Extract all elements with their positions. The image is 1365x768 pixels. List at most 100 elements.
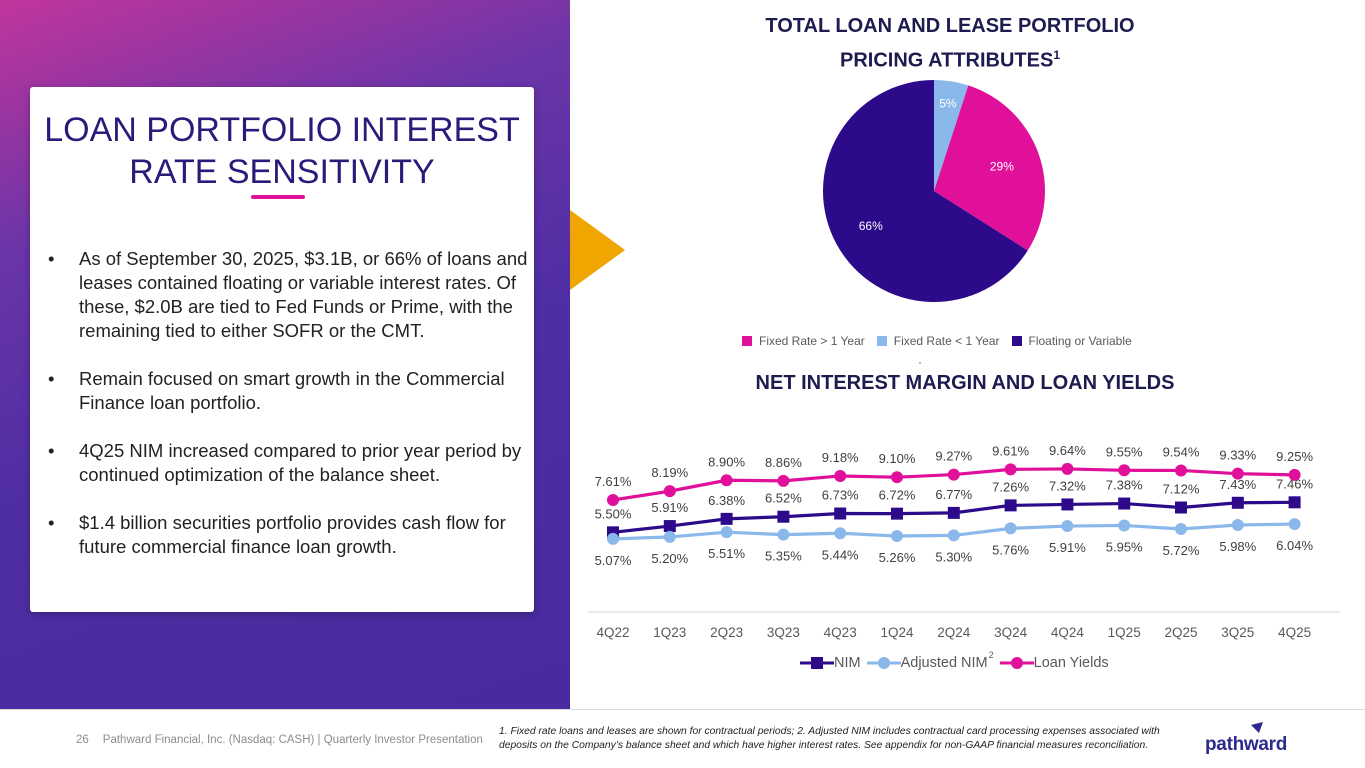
data-point: [1175, 501, 1187, 514]
line-legend-item: NIM: [800, 655, 861, 671]
x-tick-label: 1Q23: [653, 625, 686, 640]
data-point: [1118, 519, 1131, 532]
line-legend: NIM Adjusted NIM 2 Loan Yields: [800, 650, 1115, 671]
data-label: 9.64%: [1049, 443, 1086, 458]
data-point: [834, 469, 847, 482]
data-label: 8.90%: [708, 454, 745, 469]
data-point: [947, 468, 960, 481]
legend-series-icon: [800, 657, 834, 669]
data-point: [891, 530, 903, 543]
footnote: 1. Fixed rate loans and leases are shown…: [499, 726, 1160, 751]
pie-title-line2: PRICING ATTRIBUTES1: [700, 41, 1200, 76]
data-point: [720, 512, 733, 525]
data-label: 5.26%: [879, 550, 916, 565]
x-tick-label: 4Q23: [824, 625, 857, 640]
data-point: [1175, 522, 1187, 535]
pie-legend-item: Fixed Rate > 1 Year: [742, 334, 865, 348]
data-label: 5.76%: [992, 542, 1029, 557]
bullet-item: • As of September 30, 2025, $3.1B, or 66%…: [48, 247, 528, 343]
data-label: 5.50%: [595, 506, 632, 521]
pie-chart-title: TOTAL LOAN AND LEASE PORTFOLIO PRICING A…: [700, 12, 1200, 76]
page-number: 26: [76, 734, 89, 746]
pie-slice: [823, 80, 1028, 302]
data-label: 5.98%: [1219, 539, 1256, 554]
line-legend-item: Adjusted NIM 2: [866, 650, 994, 671]
data-point: [1231, 518, 1244, 531]
data-point: [663, 520, 676, 533]
data-point: [720, 526, 733, 539]
pie-slice-label: 66%: [859, 219, 883, 233]
title-underline: [251, 195, 305, 199]
x-tick-label: 4Q25: [1278, 625, 1311, 640]
data-point: [834, 527, 847, 540]
pie-legend-item: Fixed Rate < 1 Year: [876, 334, 1000, 348]
data-point: [777, 528, 790, 541]
bullet-item: • $1.4 billion securities portfolio provi…: [48, 511, 528, 559]
legend-swatch-icon: [742, 336, 752, 346]
data-label: 7.12%: [1163, 482, 1200, 497]
data-label: 7.38%: [1106, 478, 1143, 493]
legend-series-icon: [866, 657, 901, 669]
data-point: [1061, 520, 1074, 533]
footer-left: 26 Pathward Financial, Inc. (Nasdaq: CASH…: [76, 734, 483, 746]
x-tick-label: 4Q24: [1051, 625, 1085, 640]
data-label: 9.10%: [879, 451, 916, 466]
data-label: 7.26%: [992, 479, 1029, 494]
x-tick-label: 3Q23: [767, 625, 800, 640]
data-label: 9.54%: [1163, 444, 1200, 459]
data-label: 8.19%: [651, 465, 688, 480]
data-label: 5.07%: [595, 553, 632, 568]
data-point: [947, 529, 960, 542]
data-point: [607, 494, 619, 507]
bullet-text: Remain focused on smart growth in the Co…: [79, 368, 505, 413]
data-label: 6.73%: [822, 487, 859, 502]
data-label: 9.33%: [1219, 448, 1256, 463]
bullet-item: • Remain focused on smart growth in the C…: [48, 367, 528, 415]
data-label: 5.95%: [1106, 539, 1143, 554]
data-label: 5.91%: [1049, 540, 1086, 555]
bullet-dot-icon: •: [48, 248, 55, 269]
data-label: 6.04%: [1276, 538, 1313, 553]
pie-slice-label: 29%: [990, 160, 1014, 174]
data-point: [1004, 522, 1017, 535]
data-point: [1118, 464, 1131, 477]
data-label: 9.27%: [935, 449, 972, 464]
data-point: [947, 506, 960, 519]
data-point: [1175, 464, 1187, 477]
data-label: 7.61%: [595, 474, 632, 489]
legend-footnote-marker: 2: [988, 650, 994, 660]
card-title-line2: RATE SENSITIVITY: [129, 153, 435, 191]
card-title-line1: LOAN PORTFOLIO INTEREST: [44, 111, 520, 149]
data-label: 7.46%: [1276, 476, 1313, 491]
data-label: 5.30%: [935, 549, 972, 564]
data-point: [1118, 497, 1131, 510]
legend-swatch-icon: [876, 336, 887, 346]
data-point: [777, 474, 790, 487]
data-point: [834, 507, 847, 520]
pie-legend-item: Floating or Variable: [1011, 334, 1132, 348]
bullet-text: 4Q25 NIM increased compared to prior yea…: [79, 440, 522, 485]
bullet-text: As of September 30, 2025, $3.1B, or 66% …: [79, 248, 528, 341]
data-point: [1061, 462, 1074, 475]
bullet-list: • As of September 30, 2025, $3.1B, or 66%…: [48, 247, 528, 583]
data-point: [1288, 468, 1301, 481]
data-label: 6.38%: [708, 493, 745, 508]
card-title: LOAN PORTFOLIO INTEREST RATE SENSITIVITY: [30, 109, 534, 193]
data-point: [1288, 518, 1301, 531]
data-point: [1231, 496, 1244, 509]
data-label: 6.77%: [935, 487, 972, 502]
bullet-dot-icon: •: [48, 440, 55, 461]
data-label: 6.52%: [765, 491, 802, 506]
data-point: [777, 510, 790, 523]
line-chart: 4Q22 1Q23 2Q23 3Q23 4Q23 1Q24 2Q24 3Q24 4Q24 1Q25…: [588, 443, 1340, 640]
pie-slice-label: 5%: [939, 96, 957, 110]
x-tick-label: 2Q25: [1164, 625, 1197, 640]
data-label: 7.43%: [1219, 477, 1256, 492]
x-tick-label: 4Q22: [596, 625, 629, 640]
x-tick-label: 3Q24: [994, 625, 1028, 640]
line-chart-title: NET INTEREST MARGIN AND LOAN YIELDS: [755, 372, 1175, 394]
data-point: [891, 471, 903, 484]
pie-legend-label: Fixed Rate > 1 Year: [759, 334, 865, 348]
logo-text: pathward: [1205, 734, 1288, 755]
line-legend-label: Adjusted NIM: [900, 655, 988, 671]
